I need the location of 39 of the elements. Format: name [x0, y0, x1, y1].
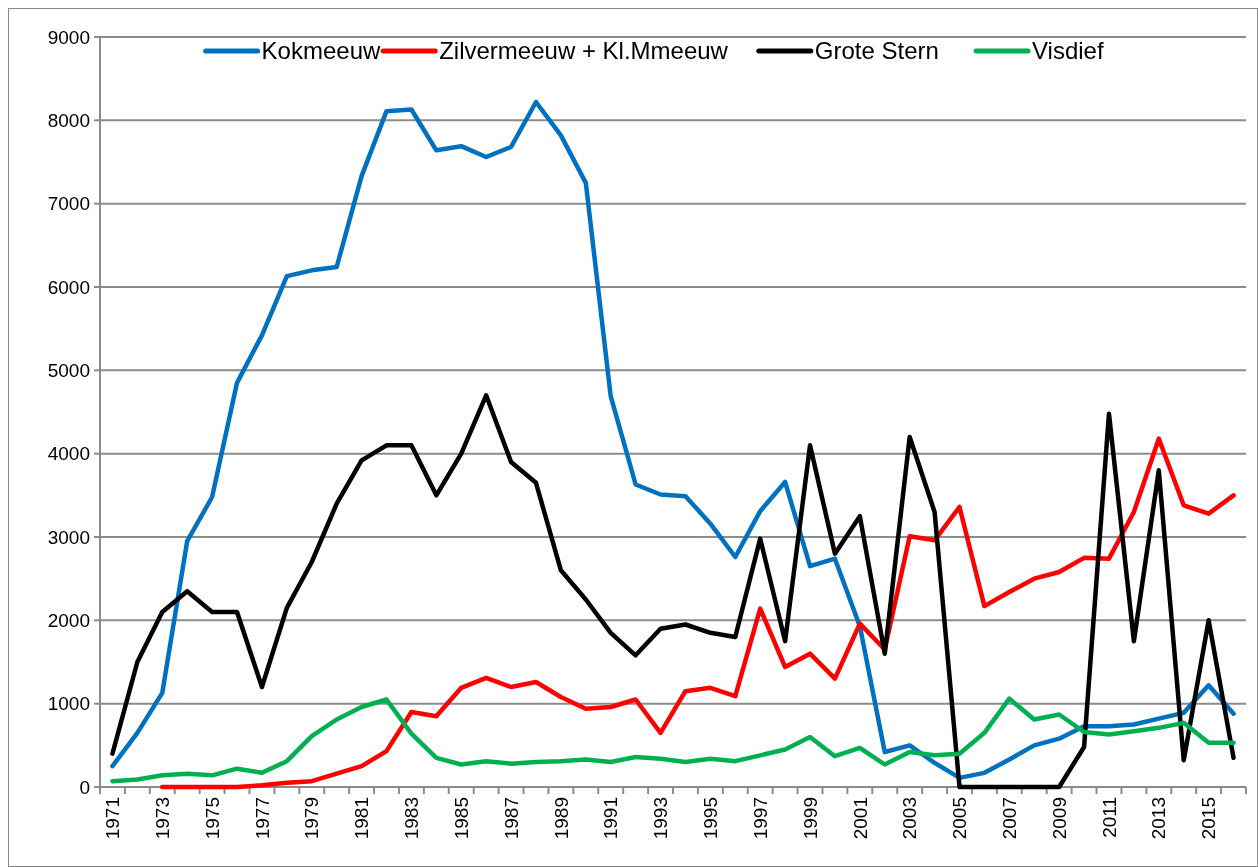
- x-tick-label: 1971: [102, 797, 124, 840]
- x-tick-label: 1985: [450, 797, 472, 840]
- x-tick-label: 1973: [151, 797, 173, 840]
- y-tick-label: 3000: [47, 526, 90, 548]
- x-tick-label: 1993: [650, 797, 672, 840]
- x-tick-label: 2009: [1048, 797, 1070, 840]
- y-tick-label: 6000: [47, 276, 90, 298]
- x-tick-label: 1995: [700, 797, 722, 840]
- legend-label: Grote Stern: [814, 37, 939, 65]
- x-tick-label: 1991: [600, 797, 622, 840]
- y-tick-label: 9000: [47, 26, 90, 48]
- x-tick-label: 2011: [1098, 797, 1120, 838]
- x-tick-label: 1987: [500, 797, 522, 840]
- x-tick-label: 2013: [1148, 797, 1170, 840]
- x-tick-label: 1981: [351, 797, 373, 840]
- legend-label: Zilvermeeuw + Kl.Mmeeuw: [439, 37, 729, 65]
- x-tick-label: 2015: [1198, 797, 1220, 840]
- x-tick-label: 1989: [550, 797, 572, 840]
- legend-label: Visdief: [1032, 37, 1104, 65]
- line-series: [110, 99, 1236, 781]
- x-tick-label: 1975: [201, 797, 223, 840]
- x-tick-label: 2001: [849, 797, 871, 840]
- x-tick-label: 2005: [949, 797, 971, 840]
- x-tick-label: 1997: [749, 797, 771, 840]
- y-tick-label: 1000: [47, 693, 90, 715]
- legend-label: Kokmeeuw: [261, 37, 381, 65]
- y-tick-label: 8000: [47, 109, 90, 131]
- y-tick-label: 2000: [47, 609, 90, 631]
- y-tick-label: 0: [79, 776, 90, 798]
- y-tick-label: 7000: [47, 193, 90, 215]
- x-tick-label: 1979: [301, 797, 323, 840]
- x-tick-label: 1983: [401, 797, 423, 840]
- y-tick-label: 5000: [47, 359, 90, 381]
- y-tick-label: 4000: [47, 443, 90, 465]
- x-tick-label: 2007: [998, 797, 1020, 840]
- x-tick-label: 2003: [899, 797, 921, 840]
- x-tick-label: 1977: [251, 797, 273, 840]
- line-series: [110, 696, 1236, 784]
- x-tick-label: 1999: [799, 797, 821, 840]
